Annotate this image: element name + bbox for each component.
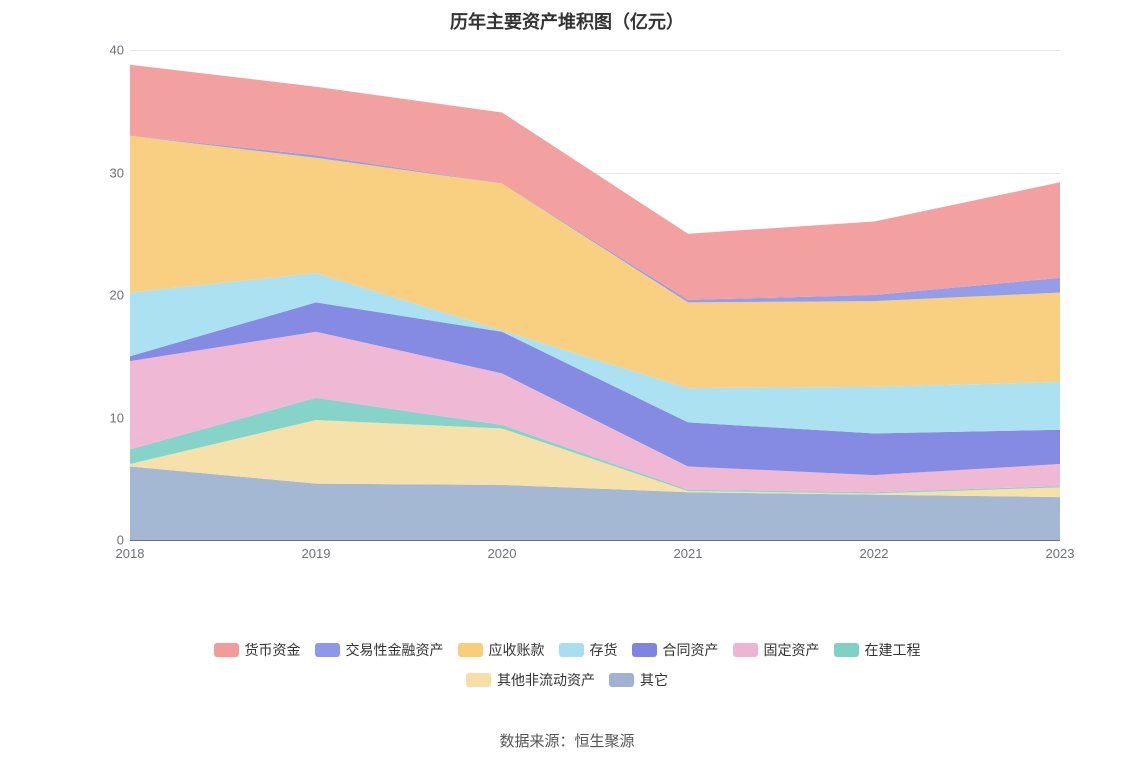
legend-label: 在建工程: [865, 640, 921, 660]
y-tick-label: 30: [90, 165, 124, 180]
y-tick-label: 40: [90, 43, 124, 58]
legend-item[interactable]: 其它: [609, 670, 668, 690]
legend-label: 合同资产: [663, 640, 719, 660]
x-tick-label: 2021: [674, 546, 703, 561]
x-tick-label: 2023: [1046, 546, 1075, 561]
legend-label: 交易性金融资产: [346, 640, 444, 660]
y-tick-label: 10: [90, 410, 124, 425]
legend-item[interactable]: 在建工程: [834, 640, 921, 660]
legend-item[interactable]: 其他非流动资产: [466, 670, 595, 690]
legend-label: 存货: [590, 640, 618, 660]
legend-label: 其他非流动资产: [497, 670, 595, 690]
legend-swatch: [834, 643, 859, 657]
legend-swatch: [733, 643, 758, 657]
stacked-area-svg: [130, 50, 1060, 540]
x-tick-label: 2019: [302, 546, 331, 561]
x-tick-label: 2020: [488, 546, 517, 561]
y-tick-label: 20: [90, 288, 124, 303]
legend-item[interactable]: 货币资金: [214, 640, 301, 660]
x-tick-label: 2018: [116, 546, 145, 561]
legend-label: 其它: [640, 670, 668, 690]
legend-item[interactable]: 合同资产: [632, 640, 719, 660]
x-axis-line: [130, 540, 1060, 541]
data-source: 数据来源：恒生聚源: [0, 730, 1134, 751]
legend-item[interactable]: 应收账款: [458, 640, 545, 660]
chart-title: 历年主要资产堆积图（亿元）: [0, 8, 1134, 34]
legend-item[interactable]: 存货: [559, 640, 618, 660]
legend-item[interactable]: 交易性金融资产: [315, 640, 444, 660]
legend-swatch: [609, 673, 634, 687]
legend-label: 货币资金: [245, 640, 301, 660]
legend-label: 应收账款: [489, 640, 545, 660]
legend-swatch: [315, 643, 340, 657]
plot-area: 010203040201820192020202120222023: [130, 50, 1060, 540]
x-tick-label: 2022: [860, 546, 889, 561]
legend-swatch: [559, 643, 584, 657]
legend-swatch: [466, 673, 491, 687]
legend-swatch: [632, 643, 657, 657]
legend-swatch: [214, 643, 239, 657]
legend-label: 固定资产: [764, 640, 820, 660]
legend-swatch: [458, 643, 483, 657]
legend-item[interactable]: 固定资产: [733, 640, 820, 660]
legend: 货币资金 交易性金融资产 应收账款 存货 合同资产 固定资产 在建工程其他非流动资产 其它: [0, 640, 1134, 690]
chart-root: 历年主要资产堆积图（亿元） 01020304020182019202020212…: [0, 0, 1134, 766]
